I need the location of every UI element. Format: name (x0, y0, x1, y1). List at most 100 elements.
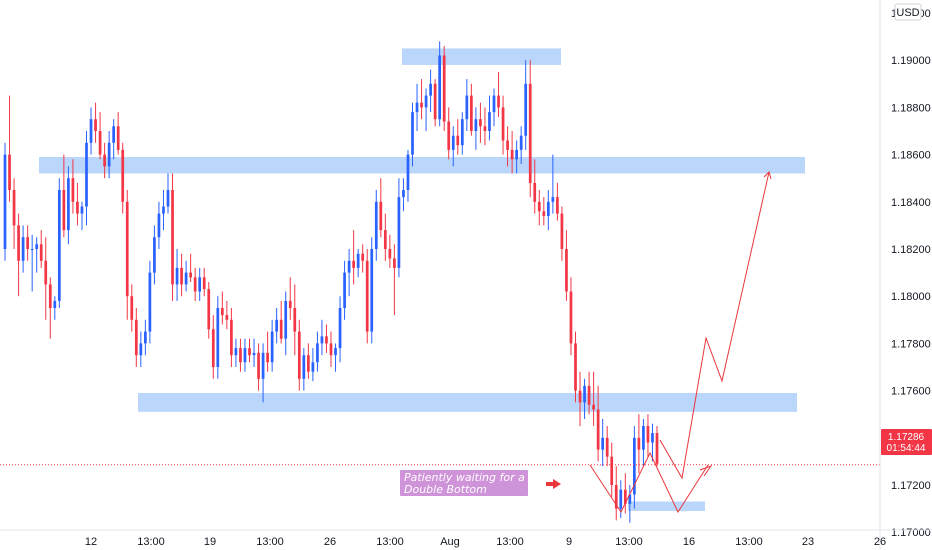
x-tick-label: 23 (802, 536, 814, 548)
candle (248, 338, 251, 363)
candle (39, 230, 43, 268)
currency-label: USD (896, 7, 919, 19)
candle (125, 190, 129, 320)
candle (139, 331, 143, 367)
x-tick-label: 26 (324, 536, 336, 548)
candle (628, 485, 632, 523)
candle (497, 72, 500, 117)
candle (334, 343, 337, 372)
candle (352, 230, 355, 285)
candle (17, 213, 20, 297)
candle (162, 190, 165, 231)
candle (44, 237, 48, 320)
candle (307, 343, 310, 379)
x-tick-label: 13:00 (496, 536, 524, 548)
candle (26, 225, 29, 261)
double-bottom-projection (589, 451, 709, 514)
candle (533, 159, 537, 214)
candle (528, 60, 532, 198)
candle (596, 385, 600, 462)
candle (80, 201, 84, 231)
candle (397, 178, 401, 278)
currency-badge: USD (894, 3, 922, 21)
x-tick-label: 13:00 (735, 536, 763, 548)
candle (302, 348, 306, 391)
projection-arrowhead-icon (699, 464, 713, 477)
candle (284, 291, 288, 356)
candle (243, 338, 247, 372)
candle (252, 338, 256, 367)
candle (646, 414, 650, 457)
candle (320, 319, 324, 356)
candle (347, 249, 351, 297)
candle (474, 107, 478, 150)
candle (67, 166, 70, 245)
y-tick-label: 1.17800 (891, 338, 931, 350)
candle (239, 338, 242, 372)
candle (94, 102, 97, 143)
x-tick-label: 13:00 (256, 536, 284, 548)
zone-resistance-top (402, 48, 561, 65)
annotation[interactable]: Patiently waiting for a Double Bottom (400, 470, 528, 496)
zone-support-1.1755 (138, 392, 797, 412)
y-tick-label: 1.18600 (891, 150, 931, 162)
candle (144, 319, 147, 356)
candle (98, 112, 102, 160)
candle (492, 88, 496, 127)
candle (515, 140, 518, 174)
candle (402, 178, 405, 212)
candle (30, 234, 34, 292)
candle (53, 296, 57, 320)
candle (370, 237, 374, 344)
candle (103, 142, 106, 179)
candle (424, 88, 428, 131)
candle (488, 95, 491, 141)
candle (257, 343, 260, 391)
candle (506, 126, 509, 167)
candle (275, 308, 279, 344)
candle (189, 253, 192, 283)
candle (211, 315, 215, 379)
y-tick-label: 1.17200 (891, 480, 931, 492)
candle (171, 173, 174, 301)
candle (112, 119, 116, 160)
zone-double-bottom-zone (628, 501, 705, 511)
candle (343, 260, 346, 320)
candle (610, 442, 614, 497)
candle (569, 277, 573, 356)
candle (261, 343, 265, 403)
candle (442, 46, 446, 131)
current-price-value: 1.17286 (888, 432, 925, 443)
y-tick-label: 1.18200 (891, 244, 931, 256)
candle (71, 159, 75, 214)
candle (551, 154, 555, 214)
annotation-arrow-icon (546, 479, 561, 489)
candle (637, 414, 641, 474)
x-tick-label: Aug (440, 536, 460, 548)
candle (556, 182, 559, 221)
candle (420, 79, 423, 120)
annotation-box (400, 470, 528, 496)
candle (601, 418, 605, 467)
candle (587, 371, 591, 415)
candle (62, 154, 66, 238)
projection-layer (589, 171, 772, 514)
candle (524, 60, 528, 150)
x-tick-label: 16 (683, 536, 695, 548)
candle (220, 291, 224, 325)
candle (542, 197, 546, 226)
y-tick-label: 1.19000 (891, 55, 931, 67)
candle (234, 338, 238, 367)
candle (465, 79, 469, 131)
candle (456, 119, 460, 155)
candle (57, 178, 61, 308)
candle (633, 426, 636, 509)
candle (406, 149, 410, 202)
candle (48, 277, 52, 339)
candle (325, 324, 328, 353)
candle (225, 300, 229, 330)
y-tick-label: 1.17600 (891, 386, 931, 398)
time-axis[interactable]: 12 13:00 19 13:00 26 13:00 Aug 13:00 9 13:00 16 13:… (0, 529, 932, 548)
